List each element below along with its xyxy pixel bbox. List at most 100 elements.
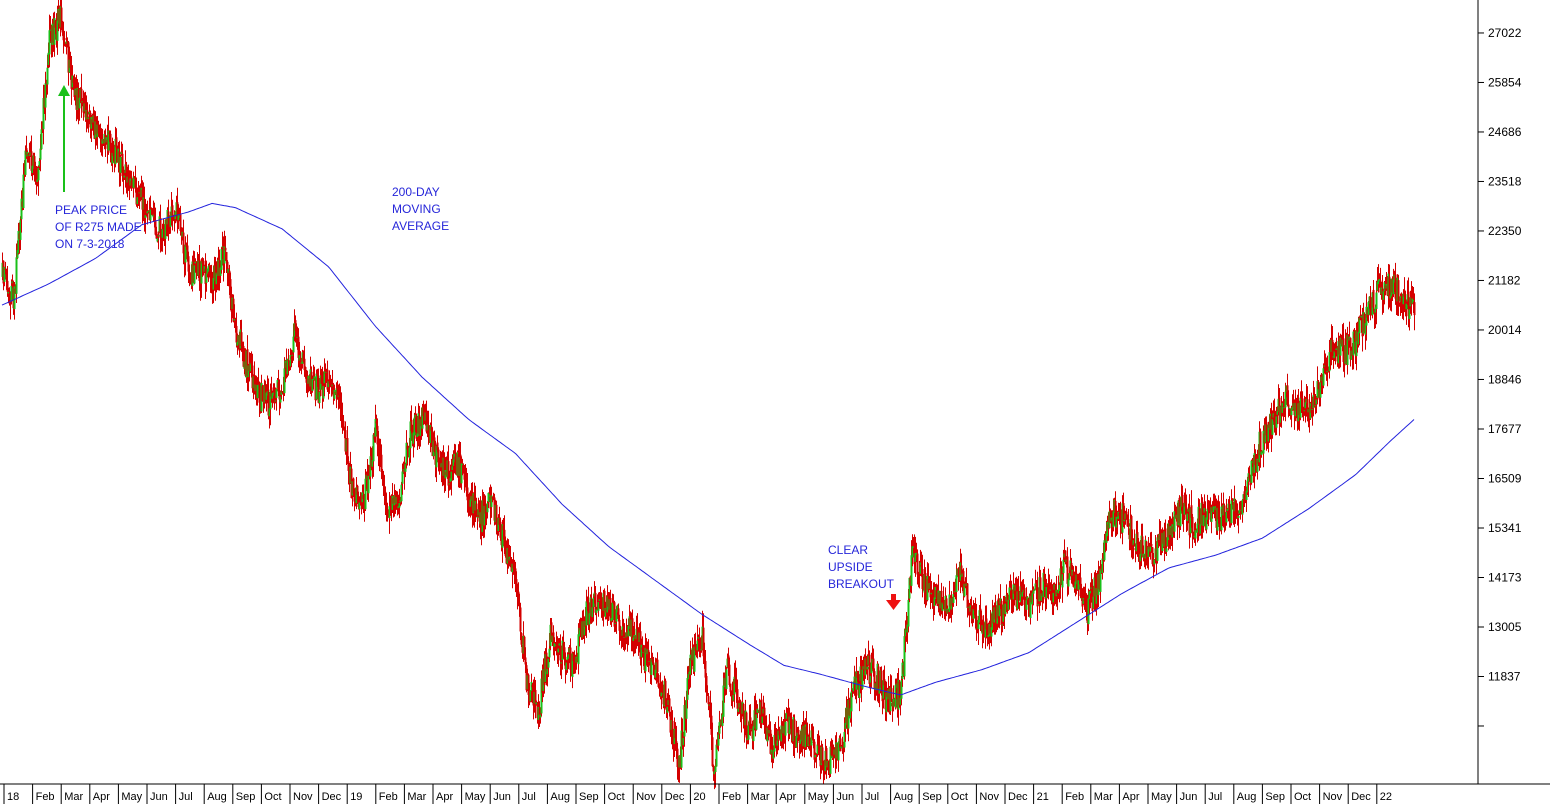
peak-annotation-line-1: PEAK PRICE <box>55 203 127 217</box>
candle-body <box>61 28 64 33</box>
candle-body <box>229 279 232 299</box>
candle-body <box>960 565 963 575</box>
candle-body <box>975 615 978 630</box>
candle-body <box>742 704 745 720</box>
candle-body <box>1079 577 1082 597</box>
candle-body <box>1230 500 1233 524</box>
candle-body <box>1112 511 1115 528</box>
candle-body <box>930 592 933 595</box>
candle-body <box>1186 513 1189 521</box>
candle-body <box>1153 559 1156 565</box>
candle-body <box>1408 309 1411 319</box>
x-tick-label: Mar <box>1094 791 1113 803</box>
candle-body <box>558 643 561 646</box>
candle-body <box>1326 370 1329 373</box>
candle-body <box>486 503 489 513</box>
ma-annotation-line-2: MOVING <box>392 202 441 216</box>
candle-body <box>813 741 816 760</box>
candle-body <box>67 42 70 73</box>
candle-body <box>894 685 897 708</box>
candle-body <box>1165 548 1168 552</box>
candle-body <box>339 396 342 408</box>
candle-body <box>226 261 229 273</box>
candle-body <box>1199 524 1202 534</box>
candle-body <box>134 178 137 190</box>
candle-body <box>317 377 320 403</box>
candle-body <box>665 703 668 710</box>
candle-body <box>25 148 28 155</box>
candle-body <box>111 152 114 164</box>
x-tick-label: Jul <box>1208 791 1222 803</box>
candle-body <box>30 151 33 171</box>
candle-body <box>1327 371 1330 373</box>
candle-body <box>974 611 977 619</box>
candle-body <box>469 499 472 507</box>
x-tick-label: Oct <box>1294 791 1311 803</box>
candle-body <box>219 267 222 276</box>
candle-body <box>721 714 724 726</box>
candle-body <box>671 720 674 739</box>
candle-body <box>990 627 993 637</box>
candle-body <box>700 649 703 651</box>
candle-body <box>708 704 711 706</box>
candle-body <box>1130 516 1133 547</box>
x-tick-label: Sep <box>922 791 942 803</box>
candle-body <box>591 607 594 618</box>
candle-body <box>1045 586 1048 599</box>
candle-body <box>916 553 919 575</box>
candle-body <box>1412 299 1415 302</box>
candle-body <box>144 215 147 218</box>
x-tick-label: Oct <box>608 791 625 803</box>
peak-annotation-line-2: OF R275 MADE <box>55 220 142 234</box>
candle-body <box>386 511 389 513</box>
candle-body <box>599 602 602 604</box>
candle-body <box>476 516 479 518</box>
candle-body <box>54 20 57 28</box>
candle-body <box>1300 394 1303 399</box>
candle-body <box>696 640 699 651</box>
candle-body <box>632 637 635 641</box>
candle-body <box>698 639 701 644</box>
candle-body <box>485 513 488 515</box>
candle-body <box>586 598 589 603</box>
candle-body <box>563 647 566 659</box>
candle-body <box>1388 276 1391 297</box>
candle-body <box>1194 530 1197 539</box>
candle-body <box>529 690 532 702</box>
candle-body <box>858 683 861 698</box>
candle-body <box>39 148 42 160</box>
candle-body <box>400 484 403 502</box>
candle-body <box>1068 573 1071 581</box>
candle-body <box>856 672 859 678</box>
candle-body <box>1378 278 1381 282</box>
candle-body <box>709 705 712 717</box>
candle-body <box>1109 512 1112 523</box>
candle-body <box>1123 519 1126 522</box>
candle-body <box>383 486 386 494</box>
candle-body <box>355 487 358 504</box>
candle-body <box>1301 398 1304 413</box>
candle-body <box>324 372 327 374</box>
candle-body <box>318 391 321 404</box>
candle-body <box>185 244 188 248</box>
candle-body <box>1020 583 1023 595</box>
candle-body <box>778 729 781 736</box>
candle-body <box>436 442 439 450</box>
x-tick-label: Feb <box>36 791 55 803</box>
candle-body <box>955 575 958 593</box>
candle-body <box>17 230 20 254</box>
candle-body <box>410 419 413 432</box>
x-axis: 18 Feb Mar Apr May Jun Jul Aug Sep Oct Nov Dec 19 Feb… <box>3 784 1392 804</box>
candle-body <box>287 360 290 362</box>
candle-body <box>253 375 256 394</box>
candle-body <box>749 717 752 731</box>
candle-body <box>1072 571 1075 587</box>
candle-body <box>338 394 341 397</box>
candle-body <box>223 246 226 264</box>
candle-body <box>914 553 917 562</box>
candle-body <box>461 463 464 465</box>
candle-body <box>1105 533 1108 543</box>
candle-body <box>1303 410 1306 412</box>
candle-body <box>1314 405 1317 407</box>
